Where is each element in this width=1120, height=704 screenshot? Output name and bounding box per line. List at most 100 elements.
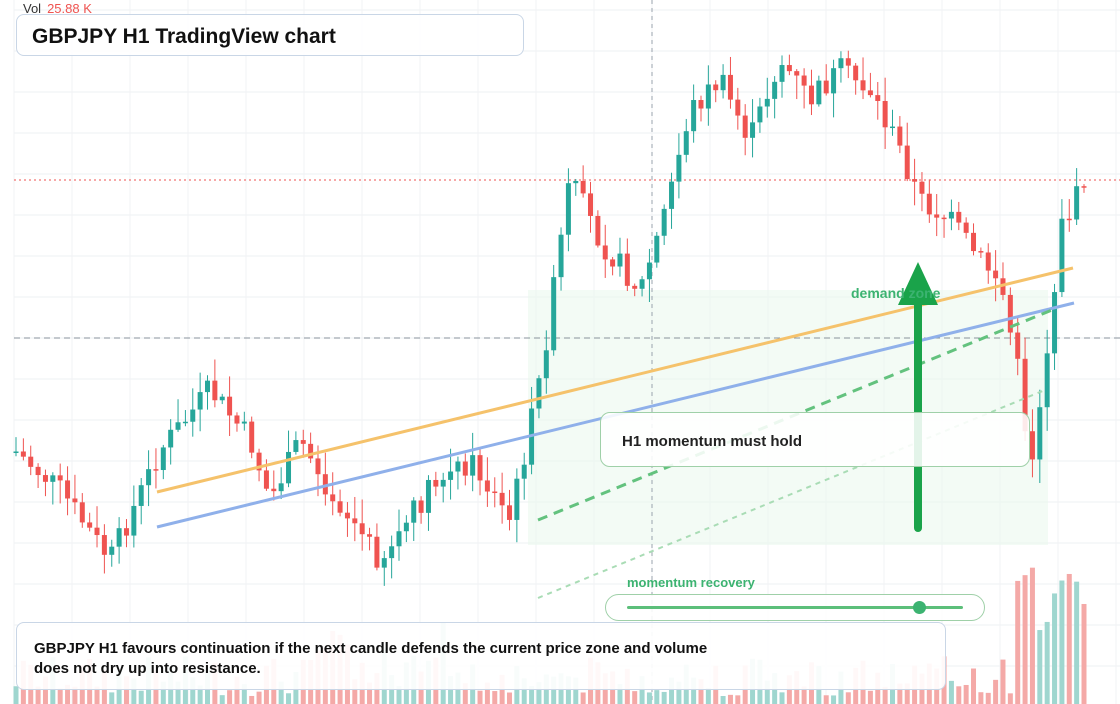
trendline-green-dotted[interactable] (537, 389, 1046, 599)
candle (882, 77, 888, 149)
candle (1037, 389, 1043, 483)
candle (403, 515, 409, 543)
volume-bar (249, 695, 255, 704)
volume-bar (985, 692, 991, 704)
volume-bar (1022, 575, 1028, 704)
candle (212, 359, 218, 408)
volume-bar (286, 693, 292, 704)
candle (57, 463, 63, 504)
volume-bar (352, 679, 358, 704)
volume-bar (720, 695, 726, 704)
candle (580, 165, 586, 198)
candle (639, 276, 645, 297)
volume-bar (956, 686, 962, 704)
candle (536, 375, 542, 419)
candle (683, 118, 689, 163)
candle (1066, 199, 1072, 232)
volume-readout: Vol 25.88 K (23, 1, 92, 16)
candle (1015, 316, 1021, 376)
candle (499, 472, 505, 524)
chart-title-box: GBPJPY H1 TradingView chart (16, 14, 524, 56)
candle (632, 283, 638, 297)
candle (786, 54, 792, 76)
candle (963, 217, 969, 239)
candle (359, 499, 365, 551)
volume-bar (1052, 593, 1058, 704)
candle (249, 416, 255, 459)
candle (131, 485, 137, 548)
candle (116, 517, 122, 564)
volume-bar (1007, 693, 1013, 704)
candle (293, 431, 299, 455)
volume-bar (109, 692, 115, 704)
candle (823, 64, 829, 96)
candle (889, 109, 895, 136)
volume-bar (971, 668, 977, 704)
candle (742, 104, 748, 156)
momentum-recovery-slider[interactable] (605, 594, 985, 621)
volume-bar (506, 692, 512, 704)
candle (227, 376, 233, 437)
volume-bar (823, 695, 829, 704)
volume-bar (190, 677, 196, 704)
candle (344, 502, 350, 537)
slider-knob[interactable] (913, 601, 927, 614)
candle (219, 393, 225, 405)
candle (735, 87, 741, 130)
candle (1052, 283, 1058, 370)
volume-bar (521, 678, 527, 704)
volume-bar (573, 677, 579, 704)
candle (808, 69, 814, 116)
candle (551, 264, 557, 356)
candle (912, 158, 918, 206)
candle (72, 474, 78, 515)
demand-zone-label: demand zone (851, 285, 941, 301)
volume-bar (1059, 580, 1065, 704)
candle (978, 247, 984, 259)
volume-bar (72, 686, 78, 704)
candle (691, 84, 697, 143)
volume-bar (669, 677, 675, 704)
volume-bar (1015, 580, 1021, 704)
candle (750, 99, 756, 158)
candle (308, 432, 314, 464)
volume-bar (1074, 581, 1080, 704)
volume-bar (904, 683, 910, 704)
candle (867, 72, 873, 98)
candle (853, 62, 859, 95)
candle (492, 477, 498, 508)
volume-bar (529, 686, 535, 704)
candle (573, 178, 579, 196)
volume-bar (617, 684, 623, 704)
candle (860, 57, 866, 100)
volume-bar (536, 682, 542, 704)
candle (727, 56, 733, 109)
momentum-recovery-label: momentum recovery (627, 575, 755, 590)
candle (875, 81, 881, 120)
candle (256, 448, 262, 482)
candle (897, 116, 903, 154)
volume-bar (123, 676, 129, 704)
slider-track (627, 606, 963, 609)
volume-bar (492, 691, 498, 704)
candle (705, 65, 711, 126)
candle (1000, 262, 1006, 301)
volume-bar (94, 686, 100, 704)
volume-bar (897, 683, 903, 704)
candle (389, 535, 395, 579)
candle (654, 231, 660, 268)
candle (543, 330, 549, 394)
candle (330, 472, 336, 516)
candle (470, 432, 476, 492)
candle (123, 519, 129, 548)
candle (985, 243, 991, 284)
candle (919, 172, 925, 212)
momentum-callout[interactable]: H1 momentum must hold (600, 412, 1030, 467)
candle (182, 410, 188, 427)
candle (300, 429, 306, 458)
candle (153, 448, 159, 489)
volume-bar (138, 690, 144, 704)
candle (50, 472, 56, 505)
volume-bar (646, 692, 652, 704)
volume-bar (484, 682, 490, 704)
